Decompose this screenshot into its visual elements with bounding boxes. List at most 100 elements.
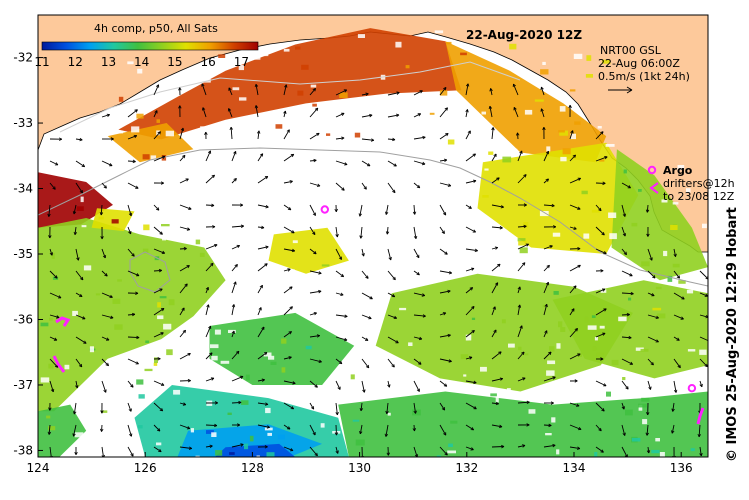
sst-speckle [488,152,493,155]
lat-tick-label: -34 [13,182,33,196]
sst-speckle [560,157,566,161]
sst-speckle [520,247,528,253]
sst-speckle [160,296,167,298]
sst-speckle [136,114,143,119]
sst-speckle [77,206,84,211]
sst-speckle [560,327,565,332]
sst-speckle [284,49,290,52]
sst-speckle [622,377,625,380]
sst-speckle [546,146,550,151]
sst-speckle [632,438,641,442]
sst-speckle [583,234,589,239]
sst-speckle [586,74,593,78]
sst-speckle [166,349,173,355]
sst-speckle [688,349,695,351]
sst-speckle [119,97,123,102]
sst-speckle [448,444,453,447]
sst-speckle [337,119,342,123]
sst-speckle [638,404,647,408]
sst-speckle [143,225,149,231]
sst-speckle [127,61,133,64]
sst-speckle [641,398,649,402]
sst-speckle [554,291,559,295]
sst-speckle [282,367,286,372]
sst-speckle [358,34,365,38]
sst-speckle [485,228,490,232]
sst-speckle [691,448,695,451]
sst-speckle [652,308,661,311]
sst-speckle [540,69,548,74]
sst-speckle [293,240,298,243]
sst-speckle [145,369,153,371]
sst-speckle [518,241,526,246]
sst-speckle [191,428,194,432]
sst-speckle [271,362,277,365]
sst-speckle [48,364,53,369]
sst-speckle [518,347,521,350]
sst-speckle [435,30,443,33]
sst-speckle [112,219,119,223]
sst-speckle [250,436,254,442]
lat-tick-label: -35 [13,247,33,261]
drifter-legend-line-1: drifters@12h [663,177,735,190]
sst-speckle [556,449,559,454]
drifter-legend-line-2: to 23/08 12Z [663,190,735,203]
lon-tick-label: 136 [670,461,693,475]
sst-speckle [395,42,401,48]
sst-speckle [335,125,344,128]
sst-speckle [702,224,707,228]
sst-speckle [585,317,589,322]
sst-speckle [136,379,143,384]
sst-speckle [239,97,246,100]
lat-tick-label: -32 [13,51,33,65]
sst-speckle [699,350,706,355]
colorbar-tick-label: 14 [134,55,149,69]
sst-speckle [221,361,230,364]
sst-speckle [48,426,55,430]
sst-speckle [165,340,169,346]
sst-speckle [388,413,391,416]
sst-speckle [311,85,317,88]
lon-tick-label: 134 [563,461,586,475]
sst-speckle [41,377,50,382]
sst-speckle [265,408,271,413]
sst-speckle [595,337,598,340]
lon-tick-label: 130 [348,461,371,475]
sst-speckle [641,349,649,352]
sst-speckle [618,317,626,322]
sst-speckle [482,195,488,198]
colorbar-tick-label: 13 [101,55,116,69]
sst-speckle [574,121,580,124]
sst-speckle [625,378,633,384]
sst-speckle [529,409,536,414]
sst-speckle [163,324,171,330]
sst-speckle [448,140,455,145]
sst-speckle [490,393,497,396]
sst-speckle [651,450,659,453]
sst-speckle [255,54,260,60]
sst-speckle [558,130,565,132]
sst-speckle [356,440,365,446]
sst-speckle [353,420,360,422]
sst-speckle [157,119,161,123]
sst-speckle [624,170,627,174]
lon-tick-label: 124 [27,461,50,475]
sst-speckle [131,126,139,132]
info-line-3: 0.5m/s (1kt 24h) [598,70,690,83]
sst-speckle [139,394,145,398]
sst-speckle [49,318,53,321]
sst-speckle [210,344,219,348]
sst-speckle [551,417,555,422]
sst-speckle [412,410,421,416]
sst-speckle [154,357,158,363]
sst-speckle [321,423,325,427]
sst-speckle [588,325,597,329]
sst-speckle [246,375,250,381]
sst-speckle [401,130,410,135]
sst-speckle [166,131,174,137]
sst-speckle [242,388,248,392]
sst-speckle [612,360,619,365]
sst-speckle [138,425,143,428]
sst-speckle [276,124,283,129]
sst-speckle [600,326,605,329]
